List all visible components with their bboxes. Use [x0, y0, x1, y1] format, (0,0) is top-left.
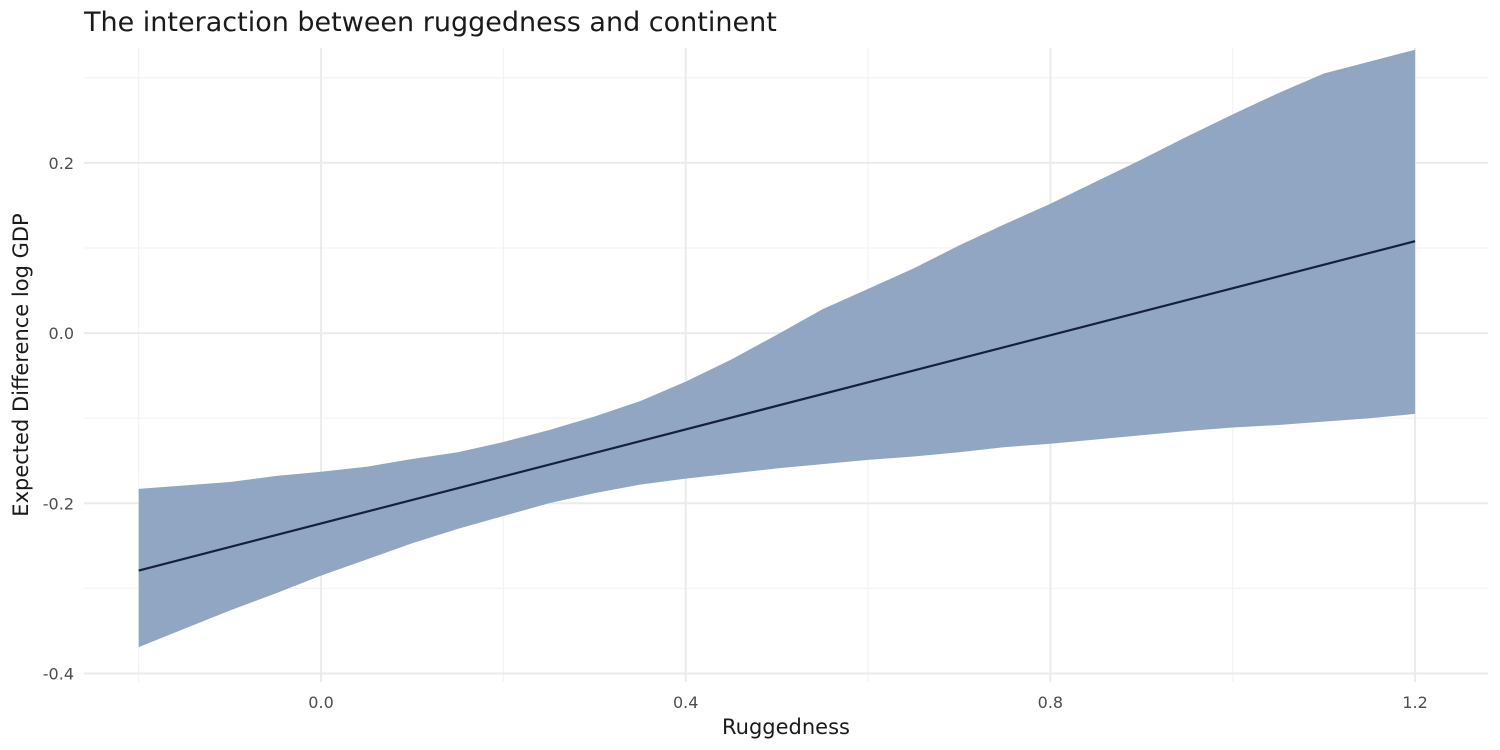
mean-line [138, 240, 1416, 572]
chart-title: The interaction between ruggedness and c… [83, 7, 777, 38]
confidence-band [138, 49, 1416, 648]
x-axis-label: Ruggedness [722, 715, 850, 739]
y-axis-label: Expected Difference log GDP [9, 213, 33, 516]
x-tick-label: 0.0 [308, 693, 333, 712]
y-tick-label: 0.2 [49, 154, 74, 173]
x-tick-label: 0.4 [673, 693, 698, 712]
x-tick-label: 1.2 [1402, 693, 1427, 712]
tick-labels: 0.0 0.4 0.8 1.2 -0.4 -0.2 0.0 0.2 [43, 154, 1428, 712]
plot-area [138, 49, 1416, 648]
y-tick-label: 0.0 [49, 324, 74, 343]
x-tick-label: 0.8 [1038, 693, 1063, 712]
y-tick-label: -0.2 [43, 494, 74, 513]
y-tick-label: -0.4 [43, 664, 74, 683]
